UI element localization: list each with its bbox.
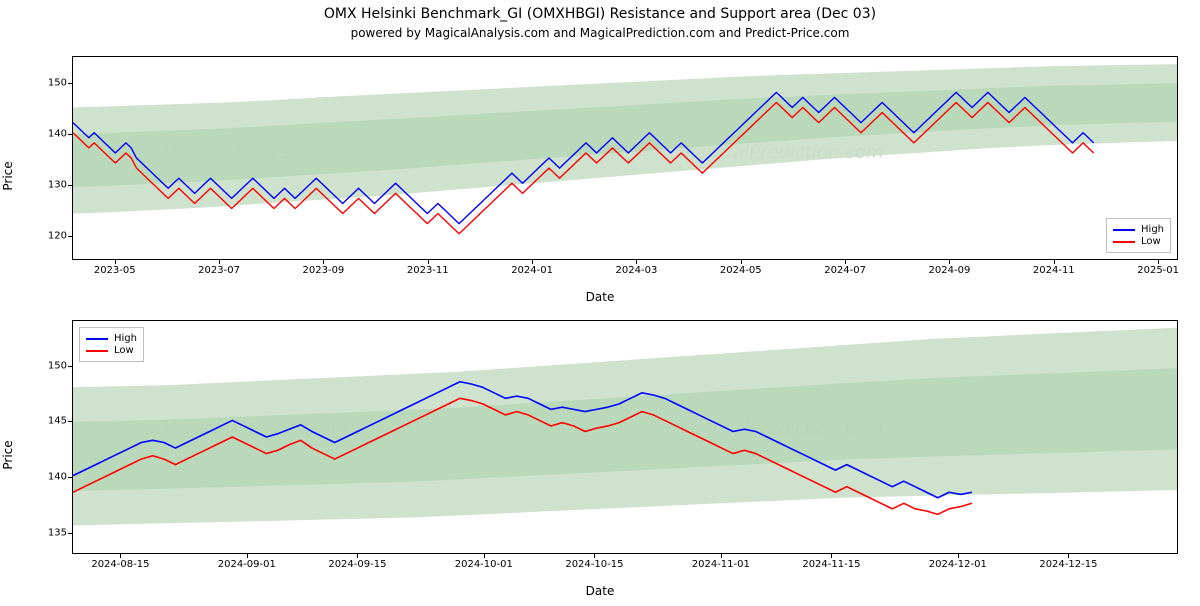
bottom-plot-area: MagicalAnalysis.com MagicalPrediction.co… [72,320,1178,554]
chart-subtitle: powered by MagicalAnalysis.com and Magic… [0,26,1200,40]
legend: HighLow [79,327,144,362]
bottom-chart: Price MagicalAnalysis.com MagicalPredict… [0,310,1200,600]
legend: HighLow [1106,218,1171,253]
x-axis-label: Date [586,584,615,598]
legend-item: Low [1113,236,1164,247]
y-axis-label: Price [1,440,15,469]
top-plot-area: MagicalAnalysiss.com MagicalPrediction.c… [72,56,1178,260]
x-axis-label: Date [586,290,615,304]
legend-item: Low [86,345,137,356]
chart-title: OMX Helsinki Benchmark_GI (OMXHBGI) Resi… [0,6,1200,22]
y-axis-label: Price [1,161,15,190]
legend-item: High [86,333,137,344]
top-chart: Price MagicalAnalysiss.com MagicalPredic… [0,46,1200,306]
legend-item: High [1113,224,1164,235]
